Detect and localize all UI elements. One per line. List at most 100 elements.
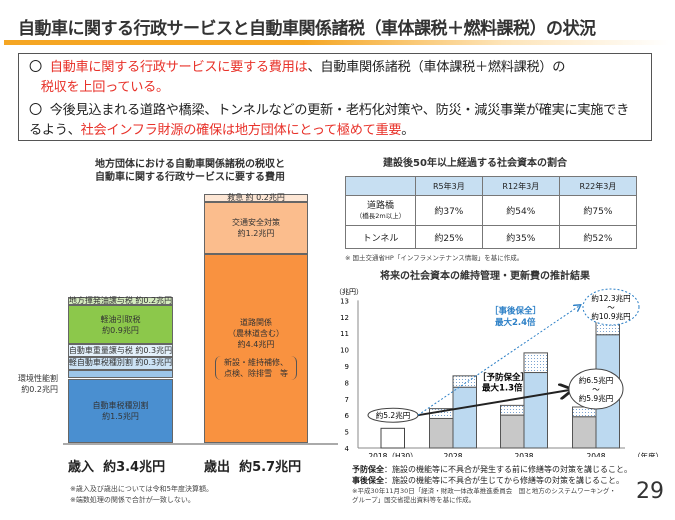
left-chart-title: 地方団体における自動車関係諸税の税収と 自動車に関する行政サービスに要する費用	[60, 158, 320, 184]
y-tick-label: 10	[340, 347, 349, 355]
segment-label: 道路関係 （農林道含む） 約4.4兆円新設・維持補修、 点検、除排雪 等	[215, 317, 297, 380]
y-tick-label: 12	[340, 314, 349, 322]
revenue-total: 歳入 約3.4兆円	[68, 456, 165, 475]
table-cell: 約52%	[558, 225, 638, 249]
x-tick-label: 2048	[586, 452, 605, 457]
table-cell: 約37%	[415, 195, 483, 226]
reactive-tilde: ～	[607, 303, 615, 312]
table-header-row: R5年3月 R12年3月 R22年3月	[345, 176, 638, 196]
bar-segment: 交通安全対策 約1.2兆円	[204, 202, 308, 254]
bar-segment: 自動車税種別割 約1.5兆円	[68, 378, 173, 443]
y-tick-label: 7	[345, 396, 349, 404]
segment-label: 自動車重量譲与税 約0.3兆円	[68, 345, 173, 355]
reactive-range-ellipse	[582, 288, 640, 326]
preventive-arrow	[417, 390, 571, 417]
y-tick-label: 8	[345, 379, 349, 387]
highlight-text: 自動車に関する行政サービスに要する費用は	[49, 60, 308, 75]
preventive-label: ［予防保全］	[478, 372, 529, 383]
bar-segment	[68, 344, 173, 357]
footnote: ※端数処理の関係で合計が一致しない。	[70, 496, 195, 504]
segment-name: 軽油引取税	[100, 314, 141, 324]
segment-value: 約0.9兆円	[102, 325, 139, 335]
bar-segment	[68, 369, 173, 379]
reactive-range-bar	[523, 352, 548, 374]
reactive-bar	[523, 372, 548, 449]
text: 今後見込まれる道路や橋梁、トンネルなどの更新・老朽化対策や、防災・減災事業が確実…	[29, 103, 629, 138]
baseline	[63, 443, 338, 445]
summary-bullet-1: 〇 自動車に関する行政サービスに要する費用は、自動車関係諸税（車体課税＋燃料課税…	[29, 58, 641, 98]
summary-bullet-2: 〇 今後見込まれる道路や橋梁、トンネルなどの更新・老朽化対策や、防災・減災事業が…	[29, 101, 641, 141]
table-row: 道路橋 （橋長2m以上） 約37% 約54% 約75%	[345, 195, 638, 226]
table-row: トンネル 約25% 約35% 約52%	[345, 225, 638, 249]
segment-note: 新設・維持補修、 点検、除排雪 等	[215, 355, 297, 380]
definition-preventive: 予防保全：施設の機能等に不具合が発生する前に修繕等の対策を講じること。	[352, 464, 632, 475]
segment-value: 約4.4兆円	[237, 339, 275, 349]
reactive-low: 約10.9兆円	[591, 311, 630, 321]
title-line: 地方団体における自動車関係諸税の税収と	[95, 159, 285, 170]
table-source: ※ 国土交通省HP「インフラメンテナンス情報」を基に作成。	[345, 254, 524, 262]
preventive-range-ellipse	[568, 368, 624, 410]
text: 。	[401, 123, 415, 138]
chart-source: ※平成30年11月30日「経済・財政一体改革推進委員会 国と地方のシステムワーキ…	[352, 487, 616, 504]
y-axis-label: （兆円）	[335, 287, 363, 296]
preventive-high: 約6.5兆円	[579, 375, 613, 385]
column-header: R12年3月	[481, 176, 560, 196]
segment-name: 環境性能割	[18, 373, 58, 383]
title-underline	[4, 40, 669, 45]
reactive-label: ［事後保全］	[490, 306, 541, 317]
y-tick-label: 11	[340, 330, 349, 338]
revenue-value: 約3.4兆円	[103, 460, 166, 475]
bar-segment	[204, 193, 308, 203]
expenditure-value: 約5.7兆円	[239, 460, 302, 475]
revenue-label: 歳入	[68, 460, 95, 475]
row-label: トンネル	[345, 225, 416, 249]
column-header: R5年3月	[415, 176, 483, 196]
title-line: 自動車に関する行政サービスに要する費用	[95, 172, 285, 183]
preventive-range-bar	[500, 404, 525, 416]
table-cell: 約54%	[481, 195, 560, 226]
definition-reactive: 事後保全：施設の機能等に不具合が生じてから修繕等の対策を講じること。	[352, 475, 624, 486]
y-tick-label: 5	[345, 429, 349, 437]
page-title: 自動車に関する行政サービスと自動車関係諸税（車体課税＋燃料課税）の状況	[18, 19, 596, 39]
bar-segment	[68, 296, 173, 306]
segment-value: 約1.5兆円	[102, 411, 139, 421]
term: 予防保全	[352, 465, 384, 474]
summary-box: 〇 自動車に関する行政サービスに要する費用は、自動車関係諸税（車体課税＋燃料課税…	[18, 53, 652, 141]
reactive-range-bar	[452, 375, 477, 388]
segment-name: 道路関係	[240, 317, 272, 327]
reactive-bar	[452, 386, 477, 449]
segment-value: 約0.2兆円	[21, 384, 58, 394]
base-value-label: 約5.2兆円	[376, 410, 410, 420]
note-line: 新設・維持補修、	[224, 357, 288, 367]
text: 、自動車関係諸税（車体課税＋燃料課税）の	[307, 60, 566, 75]
bullet-mark: 〇	[29, 60, 42, 75]
definition: ：施設の機能等に不具合が発生する前に修繕等の対策を講じること。	[384, 465, 632, 474]
preventive-bar	[429, 417, 454, 449]
bar-segment: 道路関係 （農林道含む） 約4.4兆円新設・維持補修、 点検、除排雪 等	[204, 253, 308, 443]
reactive-high: 約12.3兆円	[591, 293, 630, 303]
x-tick-label: 2038	[514, 452, 533, 457]
segment-label: 地方揮発油譲与税 約0.2兆円	[68, 296, 173, 306]
preventive-bar	[500, 414, 525, 449]
x-tick-label: 2028	[443, 452, 462, 457]
segment-sub: （農林道含む）	[228, 328, 284, 338]
row-label: 道路橋 （橋長2m以上）	[345, 195, 416, 226]
column-header: R22年3月	[558, 176, 638, 196]
chart-title: 将来の社会資本の維持管理・更新費の推計結果	[380, 271, 590, 282]
segment-label: 救急 約 0.2兆円	[227, 192, 285, 202]
preventive-tilde: ～	[592, 385, 600, 394]
highlight-text: 税収を上回っている。	[40, 80, 170, 95]
segment-label: 軽油引取税 約0.9兆円	[101, 314, 141, 336]
y-tick-label: 9	[345, 363, 349, 371]
expenditure-total: 歳出 約5.7兆円	[204, 456, 301, 475]
table-cell: 約25%	[415, 225, 483, 249]
bar-segment	[68, 357, 173, 370]
x-unit-label: （年度）	[633, 451, 663, 457]
segment-label: 軽自動車税種別割 約0.3兆円	[68, 358, 173, 368]
row-sublabel: （橋長2m以上）	[355, 211, 406, 220]
bar-2018	[380, 427, 405, 449]
segment-value: 約1.2兆円	[237, 228, 275, 238]
y-tick-label: 6	[345, 412, 350, 420]
y-tick-label: 4	[345, 445, 350, 453]
segment-name: 交通安全対策	[232, 217, 280, 227]
